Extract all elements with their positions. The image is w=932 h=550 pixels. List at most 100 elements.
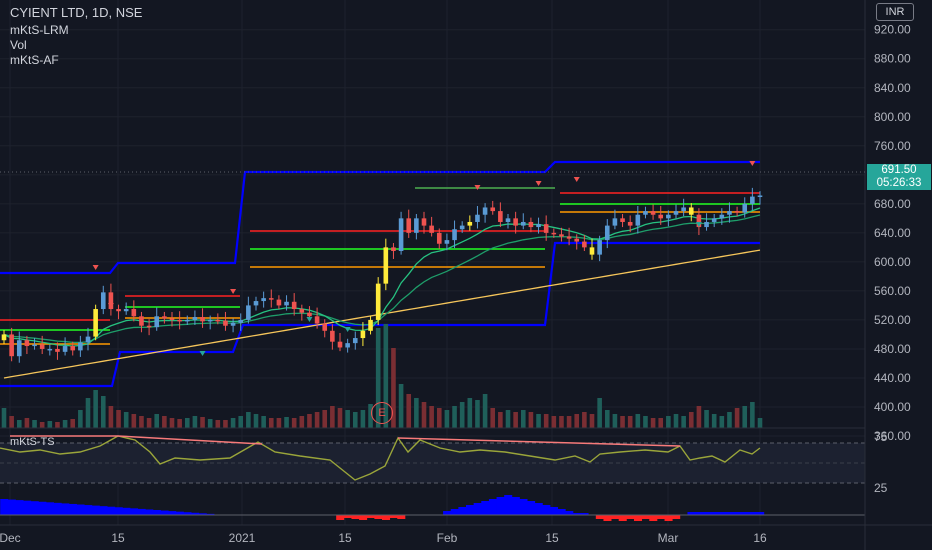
volume-bar [192,416,198,428]
af-histogram-bar [382,515,391,520]
ts-trendline [117,435,263,445]
volume-bar [574,414,580,428]
currency-badge[interactable]: INR [876,3,914,21]
candle-body [345,343,350,348]
volume-bar [559,416,564,428]
candle [352,331,358,350]
candle-body [643,211,648,215]
candle [70,341,76,356]
af-histogram-bar [710,512,719,515]
volume-bar [528,412,534,428]
candle-body [169,318,175,320]
candle [123,302,129,315]
volume-bar [238,416,244,428]
volume-bar [383,324,389,428]
volume-bar [604,410,610,428]
signal-marker [107,303,114,308]
volume-bar [543,414,549,428]
volume-bar [429,406,434,428]
earnings-marker[interactable]: E [371,402,393,424]
volume-bar [688,412,694,428]
volume-bar [223,420,228,428]
volume-bar [139,416,144,428]
candle-body [627,221,633,226]
candle [162,311,167,324]
af-histogram-bar [473,503,482,515]
af-histogram-bar [496,497,505,515]
af-histogram-bar [550,507,559,515]
af-histogram-bar [718,512,727,515]
legend-lrm[interactable]: mKtS-LRM [10,23,69,37]
candle [597,235,602,262]
af-histogram-bar [152,510,161,515]
volume-bar [498,412,503,428]
candle [100,285,106,315]
volume-bar [360,410,366,428]
candle [421,211,427,234]
volume-bar [62,420,68,428]
candle-body [200,317,205,322]
volume-bar [55,422,60,428]
af-histogram-bar [534,503,543,515]
volume-bar [345,410,350,428]
candle-body [337,341,343,348]
candle-body [543,224,549,233]
candle-body [475,214,480,222]
volume-bar [47,421,53,428]
candle [146,319,152,336]
af-histogram-bar [23,500,32,515]
y-tick-label: 760.00 [874,139,911,153]
signal-marker [474,185,481,190]
af-histogram-bar [389,515,398,518]
ts-trendline [397,437,681,447]
volume-bar [100,396,106,428]
candle [108,283,114,316]
candle-body [444,240,450,244]
candle [658,206,664,225]
volume-bar [536,414,541,428]
ts-oscillator-line [0,435,761,481]
candle-body [635,214,641,226]
candle [650,204,656,220]
candle-body [482,207,488,215]
candle-body [520,221,526,226]
candle-body [108,292,114,310]
candle [528,217,534,233]
volume-bar [9,416,14,428]
af-histogram-bar [672,515,681,519]
volume-bar [200,417,205,428]
af-histogram-bar [687,512,696,515]
candle-body [536,224,541,228]
candle [85,327,91,351]
candle-body [131,309,137,317]
ts-oscillator-label[interactable]: mKtS-TS [10,436,55,448]
level-lines [0,187,760,345]
af-histogram-panel [0,495,865,521]
legend-vol[interactable]: Vol [10,38,27,52]
volume-bar [24,418,30,428]
af-histogram-bar [481,501,490,515]
candle-body [62,346,68,352]
volume-bar [330,406,335,428]
candle [360,322,366,347]
candle [704,213,709,231]
candle-body [750,196,755,204]
af-histogram-bar [634,515,643,521]
af-histogram-bar [504,495,513,515]
candle [177,311,182,330]
candle-body [39,344,45,349]
volume-bar [566,416,572,428]
candle [169,311,175,327]
signal-marker [535,181,542,186]
af-histogram-bar [137,508,146,515]
x-tick-label: Mar [658,531,679,545]
af-histogram-bar [175,511,184,515]
candle-body [322,323,328,331]
legend-af[interactable]: mKtS-AF [10,53,59,67]
moving-averages [3,207,761,379]
af-histogram-bar [695,512,704,515]
x-tick-label: Feb [437,531,458,545]
candle [734,206,740,217]
af-histogram-bar [191,512,200,515]
